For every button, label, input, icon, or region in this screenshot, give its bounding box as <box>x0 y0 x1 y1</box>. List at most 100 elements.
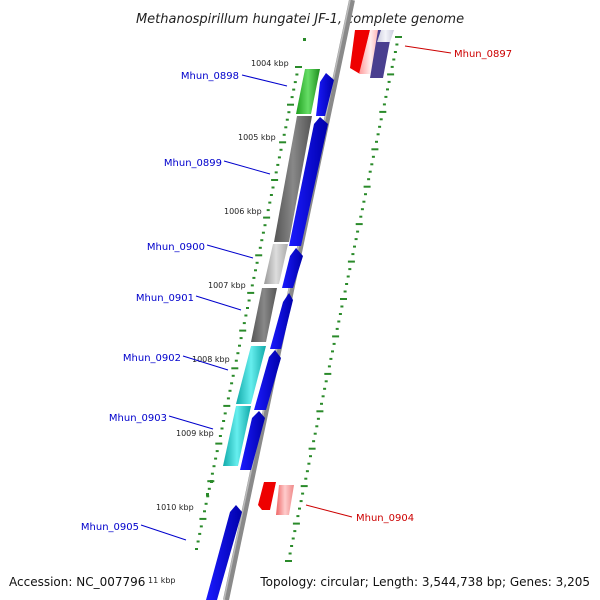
tick-dot <box>387 73 395 76</box>
kbp-tick-label: 1007 kbp <box>208 281 246 290</box>
tick-dot <box>386 88 389 91</box>
tick-dot <box>279 148 283 151</box>
tick-dot <box>295 73 299 76</box>
gene-label[interactable]: Mhun_0902 <box>123 353 181 364</box>
tick-dot <box>212 465 216 468</box>
tick-dot <box>395 36 402 38</box>
tick-dot <box>340 298 347 300</box>
tick-dot <box>214 457 218 460</box>
tick-dot <box>362 200 366 203</box>
tick-dot <box>260 239 264 242</box>
gene-arrow-mhun-0898[interactable] <box>316 73 334 116</box>
kbp-tick-label: 1006 kbp <box>224 207 262 216</box>
tick-dot <box>354 238 358 241</box>
gene-arrow-mhun-0900[interactable] <box>282 248 303 288</box>
tick-dot <box>215 450 219 453</box>
tick-dot <box>263 224 267 227</box>
gene-arrow-mhun-0904[interactable] <box>258 482 276 510</box>
gene-labels: Mhun_0898 Mhun_0899 Mhun_0900 Mhun_0901 … <box>81 49 512 533</box>
tick-dot <box>255 261 259 264</box>
tick-dot <box>210 472 214 475</box>
gene-label[interactable]: Mhun_0898 <box>181 71 239 82</box>
tick-dot <box>301 492 305 495</box>
tick-dot <box>307 462 311 465</box>
tick-dot <box>199 525 203 528</box>
tick-dot <box>263 216 271 219</box>
tick-dot <box>300 485 308 488</box>
tick-dot <box>395 43 399 46</box>
tick-dot <box>316 410 324 413</box>
tick-dot <box>288 552 292 555</box>
tick-dot <box>222 420 226 422</box>
tick-dot <box>239 337 243 340</box>
tick-dot <box>207 480 215 483</box>
tick-dot <box>338 313 342 315</box>
tick-dot <box>360 208 364 211</box>
tick-dot <box>223 412 227 415</box>
gene-label[interactable]: Mhun_0905 <box>81 522 139 533</box>
tick-dot <box>370 163 374 166</box>
gene-label[interactable]: Mhun_0899 <box>164 158 222 169</box>
tick-dot <box>247 299 251 302</box>
kbp-tick-label: 1004 kbp <box>251 59 289 68</box>
inner-feature-track <box>223 69 320 466</box>
tick-dot <box>231 374 235 377</box>
tick-dot <box>293 81 297 84</box>
tick-dot <box>382 103 386 106</box>
tick-dot <box>220 427 224 430</box>
gene-arrow-mhun-0901[interactable] <box>270 293 293 349</box>
tick-dot <box>332 342 336 345</box>
tick-dot <box>315 425 319 428</box>
tick-dot <box>345 283 349 285</box>
tick-dot <box>234 359 238 362</box>
tick-dot <box>282 133 286 136</box>
tick-dot <box>258 246 262 249</box>
tick-dot <box>313 432 317 435</box>
green-feature-block <box>296 69 320 114</box>
gene-arrow-mhun-0903[interactable] <box>240 411 265 470</box>
cyan-feature-block <box>236 346 266 404</box>
tick-dot <box>290 96 294 99</box>
tick-dot <box>353 245 356 248</box>
tick-dot <box>387 80 391 83</box>
gene-label[interactable]: Mhun_0904 <box>356 513 414 524</box>
tick-dot <box>371 148 379 151</box>
gene-label[interactable]: Mhun_0897 <box>454 49 512 60</box>
tick-dot <box>378 125 382 128</box>
tick-dot <box>312 440 316 443</box>
kbp-tick-label: 1009 kbp <box>176 429 214 438</box>
tick-dot <box>384 95 388 98</box>
tick-dot <box>379 110 387 113</box>
tick-dot <box>196 540 200 543</box>
tick-dot <box>215 442 223 445</box>
kbp-tick-label: 1005 kbp <box>238 133 276 142</box>
tick-dot <box>390 65 394 68</box>
tick-dot <box>242 322 246 325</box>
tick-dot <box>324 380 328 383</box>
tick-dot <box>375 140 378 143</box>
tick-dot <box>195 548 198 550</box>
gene-label[interactable]: Mhun_0903 <box>109 413 167 424</box>
gene-arrow-mhun-0905[interactable] <box>206 505 242 600</box>
gene-label[interactable]: Mhun_0901 <box>136 293 194 304</box>
kbp-scale: 1004 kbp 1005 kbp 1006 kbp 1007 kbp 1008… <box>148 59 289 585</box>
tick-dot <box>271 179 279 181</box>
forward-gene-track <box>206 73 334 600</box>
tick-dot <box>284 126 288 129</box>
tick-dot <box>324 372 332 375</box>
tick-dot <box>292 522 300 525</box>
gene-arrow-mhun-0897[interactable] <box>350 30 370 74</box>
tick-dot <box>316 417 320 420</box>
tick-dot <box>292 88 296 91</box>
tick-dot <box>299 500 303 503</box>
tick-dot <box>255 254 263 257</box>
tick-dot <box>198 532 202 535</box>
gene-arrow-mhun-0899[interactable] <box>289 117 328 246</box>
kbp-tick-label: 11 kbp <box>148 576 176 585</box>
tick-dot <box>368 170 372 173</box>
tick-dot <box>371 155 375 158</box>
gene-label[interactable]: Mhun_0900 <box>147 242 205 253</box>
left-tick-dots <box>195 66 302 550</box>
gene-arrow-mhun-0902[interactable] <box>254 350 281 410</box>
tick-dot <box>364 193 367 196</box>
